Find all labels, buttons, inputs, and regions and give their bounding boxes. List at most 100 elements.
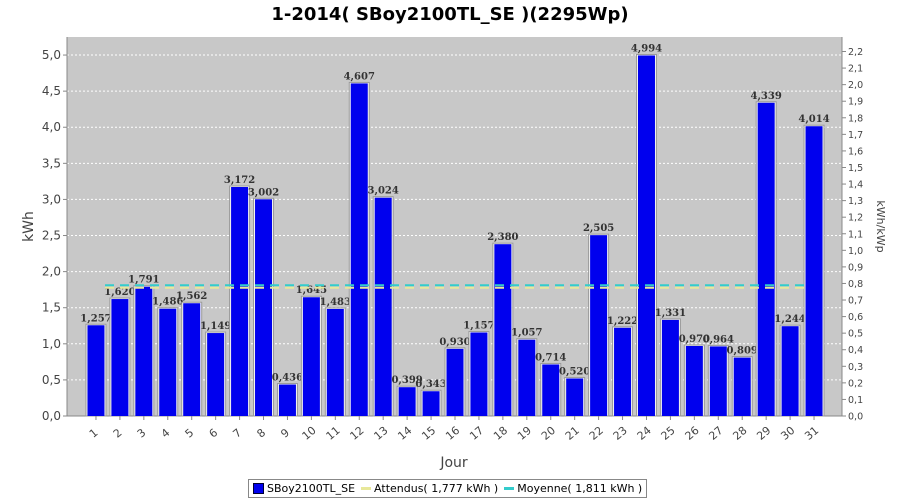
y-right-tick-label: 0,6: [848, 312, 863, 323]
bar-value-label: 4,339: [750, 91, 781, 102]
x-tick-label: 30: [778, 424, 797, 443]
bar: [518, 339, 536, 416]
x-tick-label: 4: [159, 426, 173, 440]
bar: [542, 364, 560, 416]
x-tick-label: 23: [611, 424, 630, 443]
y-right-tick-label: 1,9: [848, 97, 863, 108]
bar: [590, 235, 608, 416]
x-tick-label: 20: [539, 424, 558, 443]
y-right-tick-label: 0,8: [848, 279, 863, 290]
bar-value-label: 2,505: [583, 223, 614, 234]
bar-value-label: 1,483: [320, 297, 351, 308]
y-tick-label: 1,5: [42, 301, 61, 315]
bar-value-label: 1,645: [296, 285, 327, 296]
bar-value-label: 0,809: [727, 346, 758, 357]
bar-value-label: 1,057: [511, 328, 542, 339]
bar-value-label: 1,486: [152, 297, 183, 308]
bar: [159, 308, 177, 416]
bar-value-label: 1,222: [607, 316, 638, 327]
bar: [87, 325, 105, 416]
y-tick-label: 3,0: [42, 192, 61, 206]
y-tick-label: 2,0: [42, 265, 61, 279]
y-right-tick-label: 2,0: [848, 80, 863, 91]
chart-legend: SBoy2100TL_SE Attendus( 1,777 kWh ) Moye…: [248, 479, 648, 498]
bar-value-label: 1,620: [104, 287, 135, 298]
y-right-tick-label: 0,5: [848, 329, 863, 340]
y-right-tick-label: 0,7: [848, 296, 863, 307]
y-tick-label: 1,0: [42, 337, 61, 351]
bar: [781, 326, 799, 416]
y-right-tick-label: 0,1: [848, 395, 863, 406]
bar-value-label: 1,244: [774, 314, 805, 325]
bar-value-label: 1,257: [80, 313, 111, 324]
legend-swatch-attendus: [361, 487, 372, 490]
bar: [255, 199, 273, 416]
x-tick-label: 29: [754, 424, 773, 443]
bar-value-label: 0,930: [439, 337, 470, 348]
y-axis-title: kWh: [21, 211, 37, 242]
bar: [350, 83, 368, 417]
x-tick-label: 9: [278, 426, 292, 440]
bar: [614, 327, 632, 416]
x-tick-label: 16: [443, 424, 462, 443]
y-right-tick-label: 0,0: [848, 412, 863, 423]
y-right-tick-label: 1,4: [848, 180, 863, 191]
bar-value-label: 1,149: [200, 321, 231, 332]
y-right-tick-label: 2,1: [848, 64, 863, 75]
x-tick-label: 22: [587, 424, 606, 443]
bar-value-label: 3,024: [368, 186, 399, 197]
bar: [757, 102, 775, 416]
y-tick-label: 4,0: [42, 120, 61, 134]
x-tick-label: 3: [135, 426, 149, 440]
y-tick-label: 3,5: [42, 156, 61, 170]
bar: [661, 319, 679, 416]
bar-value-label: 3,002: [248, 187, 279, 198]
bar-value-label: 1,331: [655, 308, 686, 319]
y-right-tick-label: 1,0: [848, 246, 863, 257]
bar-value-label: 0,399: [391, 375, 422, 386]
x-tick-label: 5: [183, 426, 197, 440]
y-tick-label: 5,0: [42, 48, 61, 62]
bar-value-label: 1,157: [463, 320, 494, 331]
bar: [494, 244, 512, 416]
x-tick-label: 19: [515, 424, 534, 443]
y-right-tick-label: 0,9: [848, 262, 863, 273]
x-tick-label: 2: [111, 426, 125, 440]
bar-value-label: 2,380: [487, 232, 518, 243]
x-tick-label: 21: [563, 424, 582, 443]
legend-item-series: SBoy2100TL_SE: [253, 482, 355, 495]
x-tick-label: 28: [730, 424, 749, 443]
x-tick-label: 6: [207, 426, 221, 440]
bar: [733, 357, 751, 416]
legend-item-attendus: Attendus( 1,777 kWh ): [361, 482, 498, 495]
bar-value-label: 1,791: [128, 275, 159, 286]
y-right-tick-label: 2,2: [848, 47, 863, 58]
y-tick-label: 0,0: [42, 409, 61, 423]
bar: [566, 378, 584, 416]
bar-value-label: 0,970: [679, 334, 710, 345]
bar: [326, 308, 344, 416]
bar: [470, 332, 488, 416]
bar: [278, 384, 296, 416]
bar: [709, 346, 727, 416]
x-tick-label: 10: [300, 424, 319, 443]
x-tick-label: 15: [419, 424, 438, 443]
bar-value-label: 4,994: [631, 43, 662, 54]
y-tick-label: 2,5: [42, 229, 61, 243]
bar: [302, 297, 320, 416]
y-right-tick-label: 1,2: [848, 213, 863, 224]
bar: [637, 55, 655, 416]
bar: [422, 391, 440, 416]
x-tick-label: 24: [635, 424, 654, 443]
y-right-tick-label: 0,3: [848, 362, 863, 373]
bar-value-label: 4,607: [344, 71, 375, 82]
x-tick-label: 8: [254, 426, 268, 440]
x-tick-label: 13: [371, 424, 390, 443]
chart-canvas: 0,0 0,5 1,0 1,5 2,0 2,5 3,0 3,5 4,0 4,5 5,0 0,0 0,1 0…: [21, 37, 887, 471]
x-tick-label: 17: [467, 424, 486, 443]
bar-value-label: 0,436: [272, 373, 303, 384]
bar: [231, 187, 249, 416]
legend-label-moyenne: Moyenne( 1,811 kWh ): [517, 482, 643, 495]
legend-swatch-moyenne: [504, 487, 515, 490]
bar-value-label: 0,714: [535, 352, 566, 363]
